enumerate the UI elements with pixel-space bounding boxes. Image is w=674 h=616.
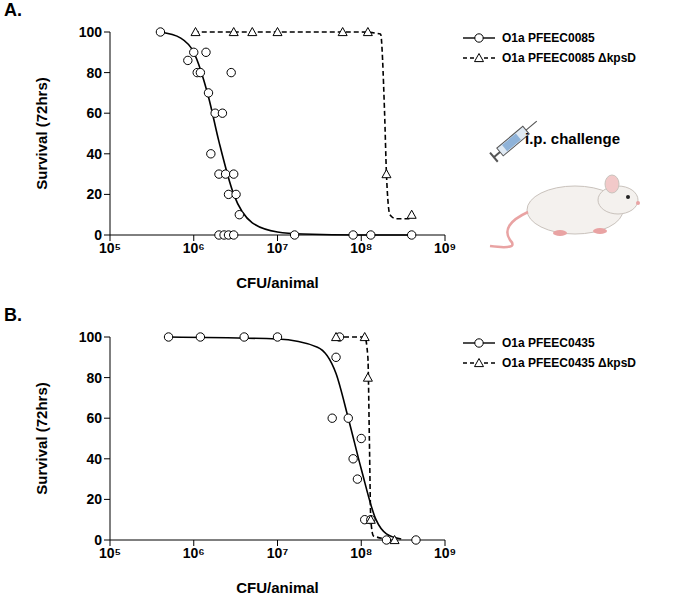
svg-text:80: 80 [86,370,102,386]
svg-text:10⁷: 10⁷ [267,545,289,561]
html-text:O1a PFEEC0435: O1a PFEEC0435 [502,336,595,350]
html-text:A.: A. [4,0,22,20]
svg-text:10⁵: 10⁵ [99,240,121,256]
svg-text:0: 0 [94,227,102,243]
html-text:B.: B. [4,305,22,325]
svg-text:80: 80 [86,65,102,81]
svg-text:60: 60 [86,105,102,121]
svg-text:40: 40 [86,451,102,467]
html-text:i.p. challenge: i.p. challenge [525,130,620,147]
svg-text:20: 20 [86,186,102,202]
svg-text:0: 0 [94,532,102,548]
svg-text:CFU/animal: CFU/animal [236,274,319,291]
html-text:O1a PFEEC0085 ΔkpsD: O1a PFEEC0085 ΔkpsD [502,51,636,65]
svg-text:10⁶: 10⁶ [183,240,205,256]
html-text:O1a PFEEC0085: O1a PFEEC0085 [502,31,595,45]
svg-text:100: 100 [79,329,103,345]
svg-text:10⁸: 10⁸ [350,545,372,561]
svg-text:10⁶: 10⁶ [183,545,205,561]
svg-text:60: 60 [86,410,102,426]
svg-text:10⁹: 10⁹ [434,545,456,561]
svg-text:Survival (72hrs): Survival (72hrs) [33,382,50,495]
svg-text:10⁸: 10⁸ [350,240,372,256]
svg-text:20: 20 [86,491,102,507]
svg-text:CFU/animal: CFU/animal [236,579,319,596]
svg-text:10⁹: 10⁹ [434,240,456,256]
svg-text:10⁷: 10⁷ [267,240,289,256]
html-text:O1a PFEEC0435 ΔkpsD: O1a PFEEC0435 ΔkpsD [502,356,636,370]
svg-text:Survival (72hrs): Survival (72hrs) [33,77,50,190]
svg-text:100: 100 [79,24,103,40]
svg-text:40: 40 [86,146,102,162]
svg-text:10⁵: 10⁵ [99,545,121,561]
